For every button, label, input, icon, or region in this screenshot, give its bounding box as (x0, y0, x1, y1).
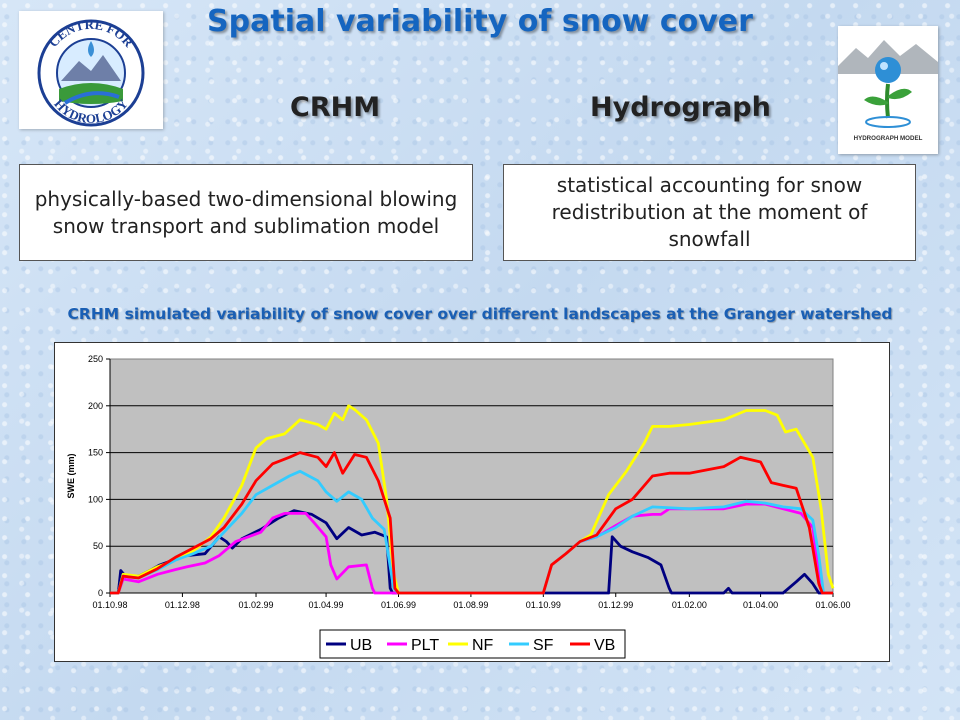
x-tick-label: 01.04.00 (743, 600, 778, 610)
legend-label-sf: SF (533, 637, 554, 654)
legend-label-ub: UB (350, 637, 372, 654)
y-tick-label: 200 (88, 401, 103, 411)
y-tick-label: 0 (98, 588, 103, 598)
legend-label-nf: NF (472, 637, 494, 654)
x-tick-label: 01.12.99 (598, 600, 633, 610)
series-line-plt (110, 502, 833, 595)
x-tick-label: 01.06.99 (381, 600, 416, 610)
x-tick-label: 01.12.98 (165, 600, 200, 610)
hydrograph-description-box: statistical accounting for snow redistri… (503, 164, 916, 261)
x-tick-label: 01.10.98 (92, 600, 127, 610)
series-line-vb (110, 451, 833, 595)
page-title: Spatial variability of snow cover (207, 4, 753, 39)
x-tick-label: 01.08.99 (453, 600, 488, 610)
sprout-globe-icon: HYDROGRAPH MODEL (838, 40, 938, 142)
hydrology-seal-icon: CENTRE FOR HYDROLOGY (37, 17, 145, 127)
series-line-sf (110, 469, 833, 595)
y-tick-label: 150 (88, 448, 103, 458)
hydrograph-model-logo: HYDROGRAPH MODEL (838, 26, 938, 154)
y-tick-label: 100 (88, 494, 103, 504)
centre-for-hydrology-logo: CENTRE FOR HYDROLOGY (19, 11, 163, 129)
x-tick-label: 01.06.00 (815, 600, 850, 610)
hydrograph-heading: Hydrograph (590, 92, 771, 123)
swe-chart: 0 50 100 150 200 250 01.10.98 01.12.98 01.02.99 0… (54, 342, 890, 662)
crhm-description-box: physically-based two-dimensional blowing… (19, 164, 473, 261)
legend-label-vb: VB (594, 637, 615, 654)
crhm-heading: CRHM (290, 92, 381, 123)
chart-caption: CRHM simulated variability of snow cover… (67, 305, 893, 323)
y-axis-label: SWE (mm) (66, 453, 76, 498)
x-tick-label: 01.04.99 (309, 600, 344, 610)
x-tick-label: 01.02.00 (672, 600, 707, 610)
x-tick-label: 01.10.99 (526, 600, 561, 610)
plot-area (109, 358, 834, 594)
swe-chart-svg: 0 50 100 150 200 250 01.10.98 01.12.98 01.02.99 0… (66, 354, 851, 659)
logo-right-text: HYDROGRAPH MODEL (854, 135, 923, 142)
legend-label-plt: PLT (411, 637, 439, 654)
y-tick-label: 50 (93, 541, 103, 551)
x-tick-label: 01.02.99 (239, 600, 274, 610)
y-tick-label: 250 (88, 354, 103, 364)
